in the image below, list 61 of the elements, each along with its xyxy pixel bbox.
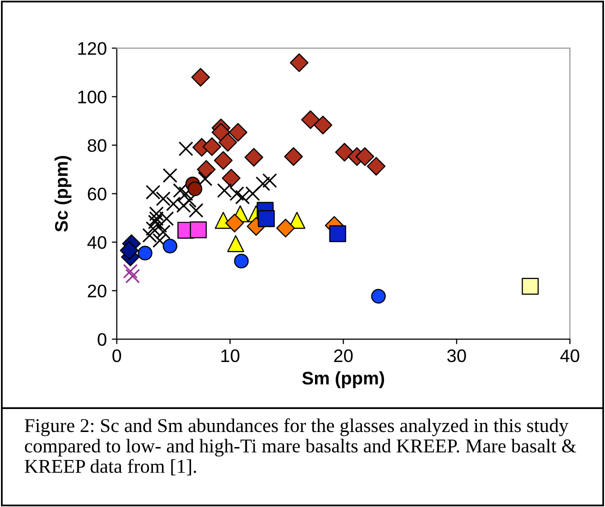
caption: Figure 2: Sc and Sm abundances for the glasses analyzed in this study compared to low- and high-Ti mare basalts and KREEP. Mare basalt & KREEP data from [1]. <box>24 418 576 476</box>
point <box>227 235 244 252</box>
point <box>276 218 295 238</box>
point <box>234 254 249 268</box>
point <box>146 221 160 236</box>
point <box>191 68 210 87</box>
point <box>172 183 188 198</box>
point <box>198 172 212 186</box>
x-tick-label: 20 <box>334 349 353 362</box>
x-tick-label: 0 <box>112 349 122 362</box>
x-tick-label: 40 <box>560 349 580 362</box>
y-tick-label: 0 <box>98 333 106 346</box>
y-tick-label: 60 <box>88 188 106 200</box>
point <box>188 203 204 218</box>
point <box>366 156 386 176</box>
point <box>188 182 202 196</box>
point <box>284 147 303 166</box>
point <box>190 221 207 238</box>
point <box>258 210 275 228</box>
point <box>335 142 354 162</box>
x-tick-label: 10 <box>221 349 240 362</box>
point <box>202 137 222 156</box>
y-tick-label: 40 <box>87 236 106 249</box>
point <box>120 241 139 260</box>
point <box>228 122 248 142</box>
y-axis-title: Sc (ppm) <box>54 156 72 232</box>
point <box>125 268 140 284</box>
point <box>262 173 278 188</box>
point <box>162 238 178 254</box>
point <box>178 186 194 202</box>
point <box>146 184 160 200</box>
point <box>301 110 320 130</box>
point <box>152 233 168 248</box>
point <box>222 168 241 188</box>
point <box>218 132 238 152</box>
point <box>356 147 374 166</box>
point <box>225 214 244 232</box>
point <box>148 214 163 230</box>
point <box>329 225 346 242</box>
point <box>244 148 264 167</box>
point <box>290 53 308 72</box>
point <box>314 116 332 134</box>
x-tick-label: 30 <box>447 349 466 362</box>
point <box>196 160 216 179</box>
point <box>256 176 270 192</box>
point <box>178 141 194 156</box>
y-tick-label: 120 <box>78 42 106 55</box>
point <box>138 246 152 260</box>
y-tick-label: 20 <box>88 284 106 298</box>
point <box>156 191 171 206</box>
y-tick-label: 100 <box>78 90 106 104</box>
point <box>371 288 386 304</box>
point <box>182 193 197 208</box>
point <box>235 190 250 204</box>
point <box>162 168 178 183</box>
point <box>214 151 233 170</box>
point <box>149 206 164 222</box>
y-tick-label: 80 <box>88 139 106 152</box>
point <box>123 264 138 279</box>
x-axis-title: Sm (ppm) <box>302 371 384 388</box>
point <box>522 278 539 295</box>
